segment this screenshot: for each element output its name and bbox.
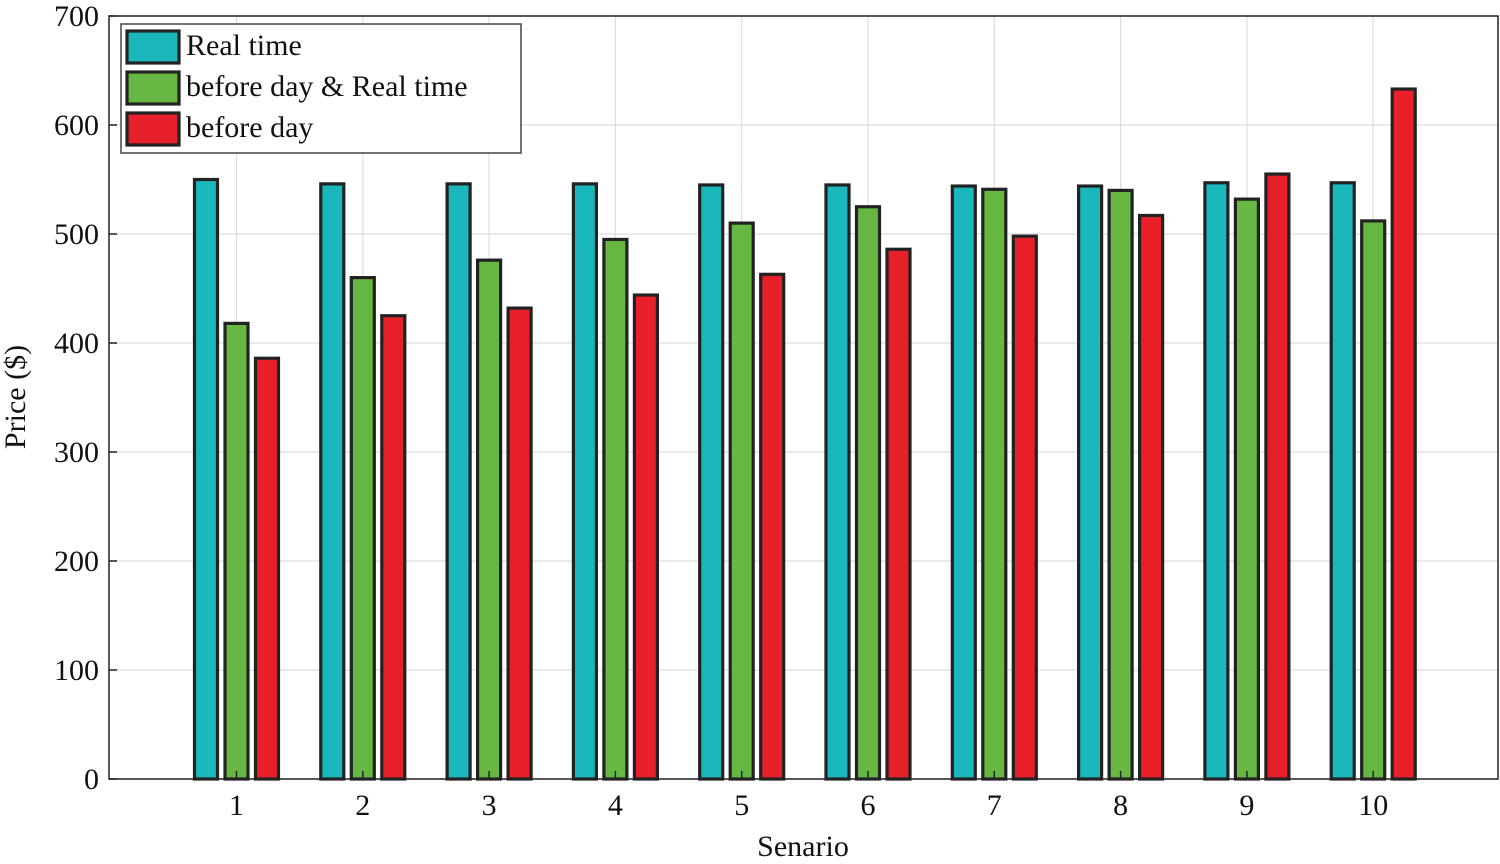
bar-series-3-4 <box>632 293 660 781</box>
bar-series-1-7 <box>950 184 977 781</box>
bar-series-3-7 <box>1011 234 1038 781</box>
y-tick-label: 600 <box>54 109 99 142</box>
x-axis-label: Senario <box>757 830 849 859</box>
y-tick-label: 100 <box>54 654 99 687</box>
bar-series-2-3 <box>476 258 503 781</box>
bar-series-3-10 <box>1390 87 1417 781</box>
legend-label-2: before day & Real time <box>186 70 468 103</box>
bar-series-1-4 <box>571 182 599 781</box>
legend-label-1: Real time <box>186 29 302 62</box>
bar-series-3-5 <box>759 272 786 781</box>
x-axis-ticks: 1 2 3 4 5 6 7 8 9 10 <box>229 771 1388 822</box>
legend-swatch-3 <box>125 111 181 147</box>
bar-series-2-1 <box>223 321 250 781</box>
bar-series-1-2 <box>319 182 346 781</box>
y-tick-label: 200 <box>54 545 99 578</box>
legend: Real time before day & Real time before da… <box>120 23 522 154</box>
bar-series-2-2 <box>349 276 376 781</box>
y-tick-label: 300 <box>54 436 99 469</box>
bar-series-3-9 <box>1264 172 1291 781</box>
bar-series-1-10 <box>1329 181 1356 781</box>
x-tick-label: 9 <box>1239 789 1254 822</box>
x-tick-label: 8 <box>1113 789 1128 822</box>
bar-series-3-8 <box>1137 213 1165 781</box>
bar-series-2-10 <box>1360 219 1387 781</box>
bar-series-2-6 <box>854 205 882 781</box>
x-tick-label: 6 <box>861 789 876 822</box>
bar-series-1-1 <box>192 177 220 781</box>
bar-series-3-3 <box>506 306 533 781</box>
bar-series-1-8 <box>1076 184 1104 781</box>
y-axis-label: Price ($) <box>0 345 32 449</box>
bar-series-2-4 <box>602 237 629 781</box>
plot-frame <box>108 15 1499 780</box>
x-tick-label: 10 <box>1358 789 1388 822</box>
x-tick-label: 7 <box>987 789 1002 822</box>
y-tick-label: 0 <box>84 763 99 796</box>
legend-swatch-1 <box>125 29 181 65</box>
bars <box>192 87 1417 781</box>
x-tick-label: 4 <box>608 789 623 822</box>
bar-series-1-3 <box>445 182 472 781</box>
bar-series-1-5 <box>698 183 725 781</box>
legend-swatch-2 <box>125 70 181 106</box>
legend-label-3: before day <box>186 111 313 144</box>
bar-series-3-6 <box>885 247 912 781</box>
bar-series-2-8 <box>1107 188 1134 781</box>
bar-series-1-9 <box>1203 181 1230 781</box>
x-tick-label: 3 <box>482 789 497 822</box>
x-tick-label: 5 <box>734 789 749 822</box>
legend-box <box>120 23 522 154</box>
bar-series-1-6 <box>824 183 851 781</box>
bar-series-2-7 <box>981 187 1008 781</box>
bar-series-3-2 <box>380 314 407 781</box>
y-tick-label: 500 <box>54 218 99 251</box>
bar-series-3-1 <box>253 356 281 781</box>
y-axis-ticks: 0 100 200 300 400 500 600 700 <box>54 0 117 796</box>
y-tick-label: 700 <box>54 0 99 33</box>
x-tick-label: 1 <box>229 789 244 822</box>
bar-series-2-9 <box>1233 197 1261 781</box>
y-tick-label: 400 <box>54 327 99 360</box>
bar-series-2-5 <box>728 221 755 781</box>
x-tick-label: 2 <box>355 789 370 822</box>
